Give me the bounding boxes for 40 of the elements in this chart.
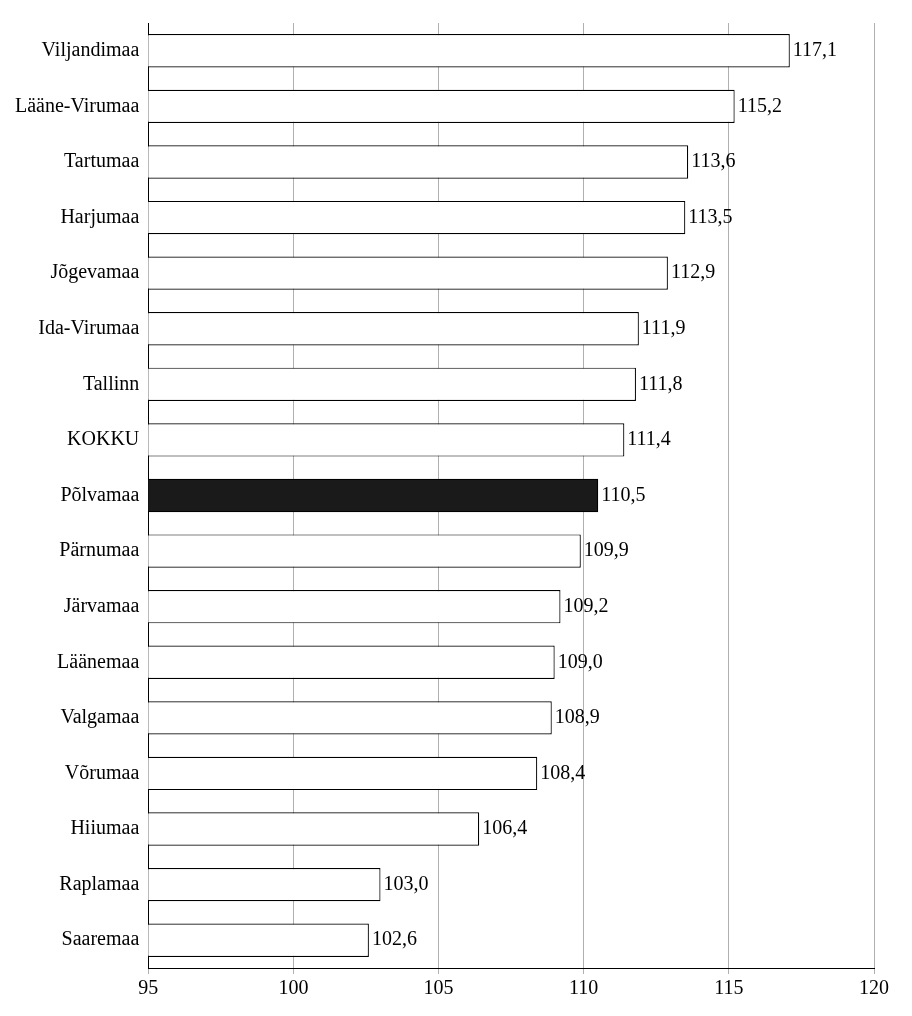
data-label: 113,5 [688,204,733,227]
data-label: 111,4 [627,427,671,450]
data-label: 111,8 [638,371,683,394]
y-tick-label: Raplamaa [59,871,140,895]
y-tick-label: Saaremaa [61,927,140,950]
data-label: 109,0 [557,649,603,672]
data-label: 112,9 [670,260,716,283]
y-tick-label: Pärnumaa [59,538,140,561]
y-tick-label: Ida-Virumaa [38,315,140,338]
data-label: 103,0 [383,871,429,894]
y-tick-label: Tartumaa [64,149,140,172]
y-tick-label: Hiiumaa [70,816,140,839]
y-tick-label: Harjumaa [60,204,140,228]
y-tick-label: KOKKU [67,427,140,450]
data-label: 109,9 [583,538,629,561]
x-tick-label: 100 [278,976,309,999]
data-label: 102,6 [371,927,417,950]
y-tick-label: Põlvamaa [60,482,140,505]
y-tick-label: Jõgevamaa [50,260,140,284]
y-tick-label: Viljandimaa [41,38,140,62]
y-tick-label: Võrumaa [64,760,140,783]
x-tick-label: 95 [138,976,159,999]
y-tick-label: Järvamaa [63,593,140,616]
x-tick-label: 110 [569,976,599,999]
data-label: 113,6 [691,149,736,172]
data-label: 117,1 [792,38,838,61]
y-tick-label: Lääne-Virumaa [15,93,140,116]
data-label: 109,2 [563,593,609,616]
data-label: 110,5 [601,482,646,505]
data-label: 108,4 [540,760,586,783]
data-label: 111,9 [641,315,686,338]
data-label: 115,2 [737,93,782,116]
x-tick-label: 105 [423,976,454,999]
data-label: 106,4 [482,816,528,839]
y-tick-label: Valgamaa [60,705,140,729]
y-tick-label: Tallinn [82,371,140,394]
x-tick-label: 115 [714,976,744,999]
data-label: 108,9 [554,705,600,728]
x-tick-label: 120 [859,976,889,999]
y-tick-label: Läänemaa [57,649,140,672]
